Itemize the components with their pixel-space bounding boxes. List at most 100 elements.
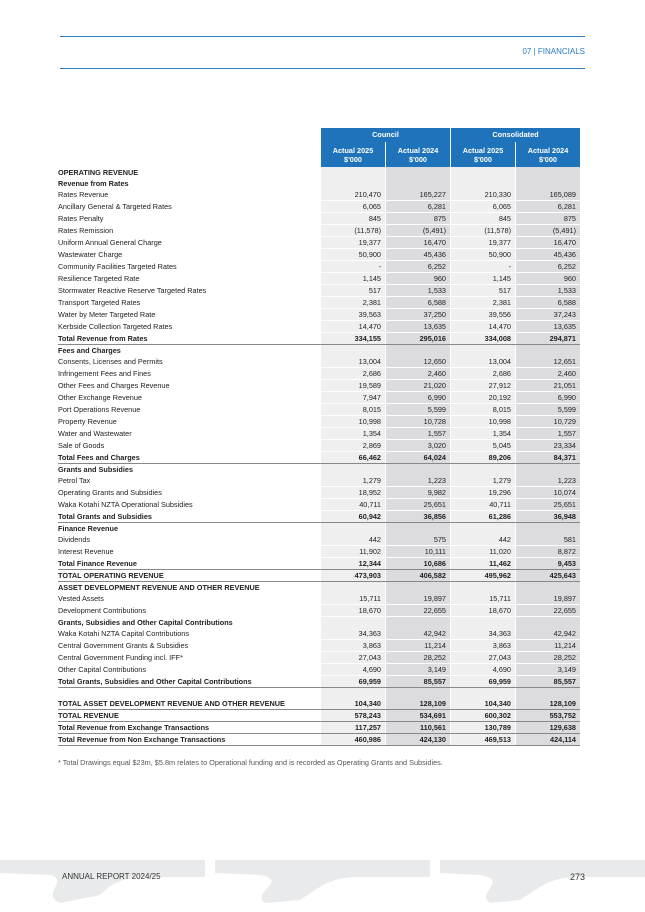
row-value: 21,020	[385, 379, 451, 392]
page-number: 273	[569, 872, 585, 882]
row-value: 22,655	[385, 604, 451, 617]
row-label: Finance Revenue	[58, 524, 119, 533]
row-value	[450, 178, 516, 189]
row-value: 442	[450, 534, 516, 546]
row-value: 19,589	[320, 379, 386, 392]
row-label: OPERATING REVENUE	[58, 168, 139, 177]
row-value: 2,869	[320, 439, 386, 452]
table-row: Sale of Goods 2,869 3,020 5,045 23,334	[58, 439, 580, 452]
row-value: 3,020	[385, 439, 451, 452]
row-value: -	[450, 260, 516, 273]
row-value: 1,223	[515, 475, 580, 487]
content: Council Consolidated Actual 2025 $'000 Ac…	[58, 128, 588, 767]
row-value: 13,004	[320, 356, 386, 368]
row-value: 1,354	[450, 427, 516, 440]
row-value: 10,998	[450, 415, 516, 428]
row-value: 845	[320, 212, 386, 225]
column-header: Actual 2025 $'000	[450, 142, 516, 167]
row-value: 27,043	[320, 651, 386, 664]
row-value: 42,942	[385, 628, 451, 640]
row-label: Infringement Fees and Fines	[58, 367, 321, 380]
row-value	[515, 581, 580, 593]
row-value: 210,330	[450, 189, 516, 201]
row-label: Stormwater Reactive Reserve Targeted Rat…	[58, 284, 321, 297]
row-value: 295,016	[385, 332, 451, 345]
row-value: 128,109	[515, 687, 580, 710]
table-row: TOTAL OPERATING REVENUE 473,903 406,582 495…	[58, 569, 580, 582]
row-value: 10,111	[385, 545, 451, 558]
row-value: 45,436	[385, 248, 451, 261]
row-value: 13,004	[450, 356, 516, 368]
row-value: 5,045	[450, 439, 516, 452]
row-value: 10,686	[385, 557, 451, 570]
row-label: Rates Penalty	[58, 212, 321, 225]
row-value: 875	[515, 212, 580, 225]
row-value: 14,470	[320, 320, 386, 333]
row-value: 11,214	[515, 639, 580, 652]
row-value: 129,638	[515, 721, 580, 734]
row-value: 12,650	[385, 356, 451, 368]
table-row: Central Government Funding incl. IFF* 27,…	[58, 651, 580, 664]
table-row: Rates Penalty 845 875 845 875	[58, 212, 580, 225]
table-row: Rates Revenue 210,470 165,227 210,330 165,08…	[58, 189, 580, 201]
row-value: 6,588	[385, 296, 451, 309]
row-label: Total Grants, Subsidies and Other Capita…	[58, 675, 321, 688]
row-value: (5,491)	[515, 224, 580, 237]
row-value: 165,089	[515, 189, 580, 201]
row-value	[450, 581, 516, 593]
row-value: 89,206	[450, 451, 516, 464]
row-value	[320, 178, 386, 189]
row-value: 1,557	[385, 427, 451, 440]
row-value: 36,948	[515, 510, 580, 523]
row-value: 11,020	[450, 545, 516, 558]
row-label: Ancillary General & Targeted Rates	[58, 200, 321, 213]
row-value: 2,686	[320, 367, 386, 380]
row-value: 517	[320, 284, 386, 297]
row-label: Kerbside Collection Targeted Rates	[58, 320, 321, 333]
row-value: 104,340	[450, 687, 516, 710]
row-label: Water and Wastewater	[58, 427, 321, 440]
table-row: Wastewater Charge 50,900 45,436 50,900 45,43…	[58, 248, 580, 261]
row-value: 128,109	[385, 687, 451, 710]
table-row: Dividends 442 575 442 581	[58, 534, 580, 546]
row-value: 553,752	[515, 709, 580, 722]
row-label: Rates Revenue	[58, 189, 321, 201]
row-value: 37,250	[385, 308, 451, 321]
row-value: 19,897	[385, 593, 451, 605]
row-value: 14,470	[450, 320, 516, 333]
revenue-table: Council Consolidated Actual 2025 $'000 Ac…	[58, 128, 580, 746]
table-row: Total Finance Revenue 12,344 10,686 11,462 9…	[58, 557, 580, 570]
row-value: 578,243	[320, 709, 386, 722]
table-row: Infringement Fees and Fines 2,686 2,460 2,6…	[58, 367, 580, 380]
row-value: 1,557	[515, 427, 580, 440]
row-value: 334,155	[320, 332, 386, 345]
table-row: Community Facilities Targeted Rates -6,25…	[58, 260, 580, 273]
row-value: 495,962	[450, 569, 516, 582]
row-label: Fees and Charges	[58, 346, 121, 355]
row-value: 1,533	[515, 284, 580, 297]
row-label: Grants, Subsidies and Other Capital Cont…	[58, 618, 233, 627]
row-value: 425,643	[515, 569, 580, 582]
row-value	[450, 344, 516, 356]
row-value: 60,942	[320, 510, 386, 523]
row-value: 11,902	[320, 545, 386, 558]
row-value: 11,214	[385, 639, 451, 652]
row-value: 8,015	[450, 403, 516, 416]
row-value: 1,145	[320, 272, 386, 285]
table-row: Ancillary General & Targeted Rates 6,065 6…	[58, 200, 580, 213]
row-value: 28,252	[515, 651, 580, 664]
table-row: Finance Revenue	[58, 522, 580, 534]
row-value	[450, 167, 516, 178]
row-value	[515, 463, 580, 475]
row-label: Port Operations Revenue	[58, 403, 321, 416]
row-label: Consents, Licenses and Permits	[58, 356, 321, 368]
row-value	[515, 178, 580, 189]
table-row: Operating Grants and Subsidies 18,952 9,98…	[58, 486, 580, 499]
header-rule	[60, 68, 585, 69]
row-label: Operating Grants and Subsidies	[58, 486, 321, 499]
row-value: 42,942	[515, 628, 580, 640]
row-value	[515, 167, 580, 178]
row-value	[515, 616, 580, 628]
table-row: Waka Kotahi NZTA Operational Subsidies 40…	[58, 498, 580, 511]
